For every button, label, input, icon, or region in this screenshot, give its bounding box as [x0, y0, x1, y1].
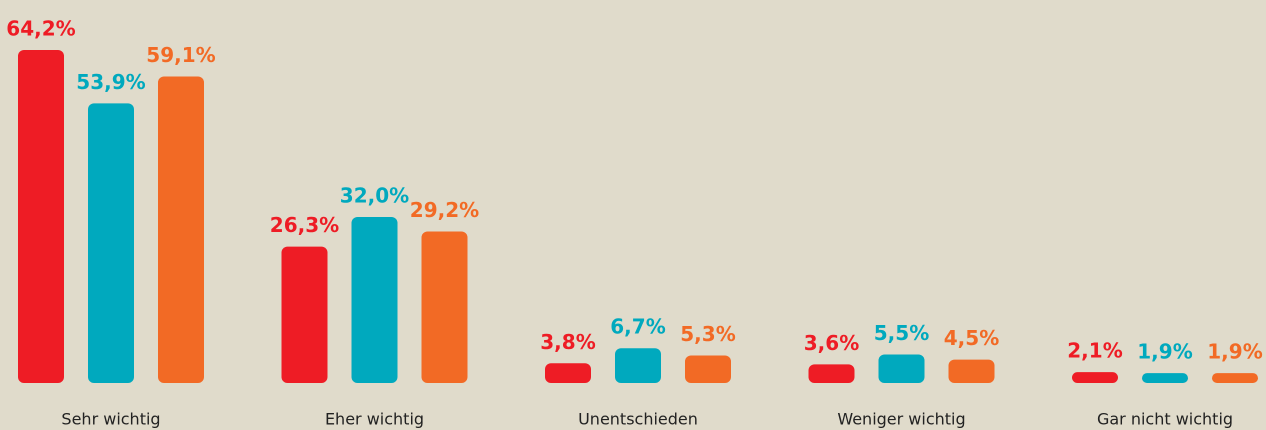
bar	[18, 50, 64, 383]
bar	[808, 364, 855, 383]
value-label: 26,3%	[270, 213, 339, 237]
bar	[1072, 372, 1118, 383]
value-label: 64,2%	[6, 17, 75, 41]
bar	[281, 246, 328, 383]
category-label: Unentschieden	[578, 410, 698, 429]
value-label: 53,9%	[76, 70, 145, 94]
value-label: 1,9%	[1137, 340, 1192, 364]
category-label: Gar nicht wichtig	[1097, 410, 1233, 429]
category-label: Eher wichtig	[325, 410, 424, 429]
bar	[948, 359, 995, 383]
value-label: 5,3%	[680, 322, 735, 346]
bar	[685, 355, 731, 383]
bar	[351, 217, 398, 383]
value-label: 2,1%	[1067, 339, 1122, 363]
value-label: 6,7%	[610, 315, 665, 339]
bar	[158, 76, 204, 383]
value-label: 59,1%	[146, 43, 215, 67]
bar	[545, 363, 591, 383]
bar	[1142, 373, 1188, 383]
value-label: 1,9%	[1207, 340, 1262, 364]
value-label: 3,6%	[804, 331, 859, 355]
value-label: 32,0%	[340, 184, 409, 208]
value-label: 4,5%	[944, 326, 999, 350]
value-label: 5,5%	[874, 321, 929, 345]
bar	[878, 354, 925, 383]
category-label: Sehr wichtig	[61, 410, 160, 429]
bar	[88, 103, 134, 383]
bar	[1212, 373, 1258, 383]
value-label: 3,8%	[540, 330, 595, 354]
value-label: 29,2%	[410, 198, 479, 222]
category-label: Weniger wichtig	[837, 410, 965, 429]
bar	[421, 231, 468, 383]
bar	[615, 348, 661, 383]
